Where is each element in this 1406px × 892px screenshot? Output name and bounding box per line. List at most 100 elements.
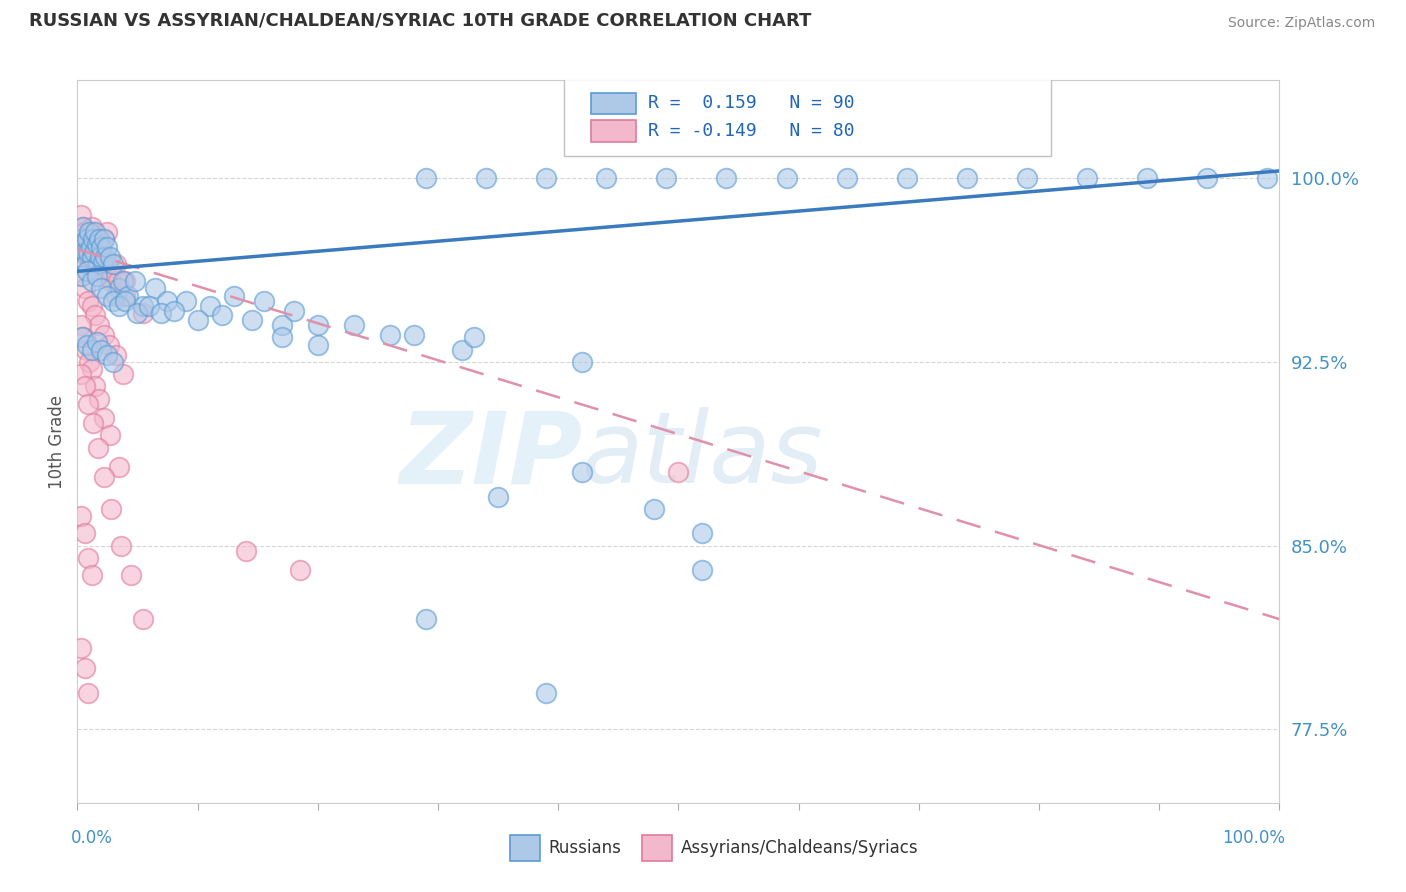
Point xyxy=(475,171,498,186)
Point xyxy=(80,274,103,288)
Point xyxy=(82,416,104,430)
Point xyxy=(775,171,797,186)
Point xyxy=(77,232,100,246)
Point xyxy=(77,240,100,254)
Point xyxy=(114,289,136,303)
Point xyxy=(270,330,292,344)
Y-axis label: 10th Grade: 10th Grade xyxy=(48,394,66,489)
Point xyxy=(451,343,474,357)
Point xyxy=(73,225,96,239)
Point xyxy=(104,348,127,362)
Point xyxy=(120,568,142,582)
Point xyxy=(138,299,160,313)
Point xyxy=(73,244,96,259)
Point xyxy=(96,289,118,303)
Point xyxy=(86,237,108,252)
Point xyxy=(132,306,155,320)
Point xyxy=(79,250,101,264)
Point xyxy=(73,281,96,295)
Point xyxy=(90,250,112,264)
Point xyxy=(1015,171,1038,186)
Point xyxy=(76,338,98,352)
Point xyxy=(80,244,103,259)
Point xyxy=(70,367,93,381)
Point xyxy=(716,171,738,186)
Point xyxy=(77,685,100,699)
Point xyxy=(486,490,509,504)
Point xyxy=(156,293,179,308)
Point xyxy=(87,264,110,278)
Point xyxy=(79,355,101,369)
Point xyxy=(76,250,98,264)
Point xyxy=(96,269,118,284)
Point xyxy=(93,232,115,246)
Point xyxy=(94,250,117,264)
Point xyxy=(127,306,149,320)
Text: R =  0.159   N = 90: R = 0.159 N = 90 xyxy=(648,95,855,112)
Point xyxy=(124,274,146,288)
Point xyxy=(84,309,107,323)
Point xyxy=(72,220,94,235)
Point xyxy=(198,299,221,313)
Point xyxy=(222,289,245,303)
Point xyxy=(415,171,437,186)
Point xyxy=(104,289,127,303)
Point xyxy=(89,250,111,264)
Point xyxy=(668,465,690,479)
Point xyxy=(415,612,437,626)
Point xyxy=(90,240,112,254)
Point xyxy=(90,343,112,357)
Point xyxy=(211,309,233,323)
Point xyxy=(70,509,93,524)
Point xyxy=(307,338,329,352)
Point xyxy=(87,318,110,333)
Point xyxy=(103,257,125,271)
Point xyxy=(83,240,105,254)
Point xyxy=(77,293,100,308)
Point xyxy=(1197,171,1219,186)
Point xyxy=(90,281,112,295)
Point xyxy=(70,269,93,284)
Point xyxy=(87,392,110,406)
Point xyxy=(70,208,93,222)
Point xyxy=(75,232,97,246)
Point xyxy=(463,330,485,344)
FancyBboxPatch shape xyxy=(591,120,637,142)
Point xyxy=(84,225,107,239)
Point xyxy=(595,171,617,186)
Point xyxy=(162,303,184,318)
Point xyxy=(70,225,93,239)
Point xyxy=(93,264,115,278)
Text: Russians: Russians xyxy=(548,839,621,857)
Point xyxy=(70,641,93,656)
Point xyxy=(86,232,108,246)
FancyBboxPatch shape xyxy=(591,93,637,114)
Point xyxy=(103,355,125,369)
Point xyxy=(283,303,305,318)
Point xyxy=(108,281,131,295)
Point xyxy=(91,254,114,268)
FancyBboxPatch shape xyxy=(510,835,540,861)
Point xyxy=(82,232,104,246)
Point xyxy=(87,441,110,455)
Point xyxy=(89,250,111,264)
Point xyxy=(343,318,366,333)
Point xyxy=(100,502,122,516)
Point xyxy=(86,240,108,254)
Point xyxy=(75,343,97,357)
Point xyxy=(108,299,131,313)
Point xyxy=(107,274,129,288)
Point xyxy=(571,465,593,479)
Point xyxy=(132,612,155,626)
Point xyxy=(100,264,122,278)
Point xyxy=(93,470,115,484)
Point xyxy=(89,257,111,271)
Point xyxy=(110,539,132,553)
Point xyxy=(80,568,103,582)
Point xyxy=(571,355,593,369)
Point xyxy=(96,240,118,254)
Point xyxy=(80,299,103,313)
Point xyxy=(83,244,105,259)
Point xyxy=(378,328,401,343)
Point xyxy=(534,685,557,699)
